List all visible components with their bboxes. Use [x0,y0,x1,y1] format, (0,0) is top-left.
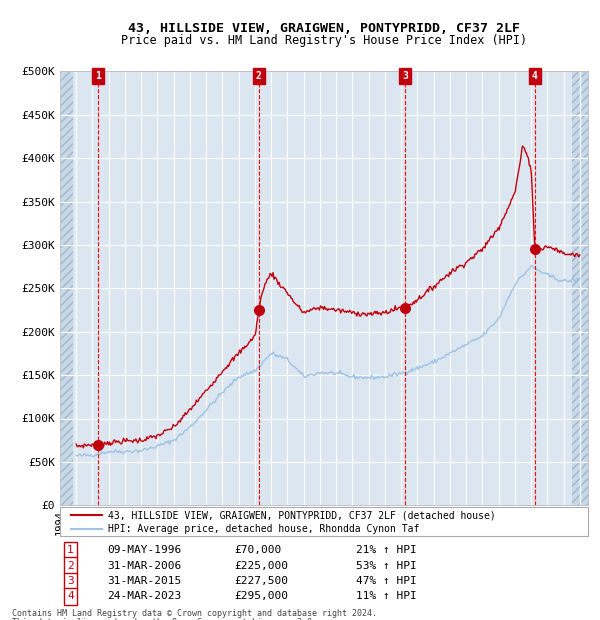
Text: 3: 3 [67,576,74,586]
Text: This data is licensed under the Open Government Licence v3.0.: This data is licensed under the Open Gov… [12,618,317,620]
FancyBboxPatch shape [60,507,588,536]
Bar [60,71,73,505]
Text: 47% ↑ HPI: 47% ↑ HPI [356,576,416,586]
Text: £70,000: £70,000 [234,545,281,555]
Text: 3: 3 [402,71,408,81]
Text: £295,000: £295,000 [234,591,288,601]
Text: 4: 4 [532,71,538,81]
Text: £225,000: £225,000 [234,560,288,570]
Text: 43, HILLSIDE VIEW, GRAIGWEN, PONTYPRIDD, CF37 2LF (detached house): 43, HILLSIDE VIEW, GRAIGWEN, PONTYPRIDD,… [107,510,495,520]
Text: 53% ↑ HPI: 53% ↑ HPI [356,560,416,570]
Text: 1: 1 [95,71,101,81]
Text: 4: 4 [67,591,74,601]
Text: Contains HM Land Registry data © Crown copyright and database right 2024.: Contains HM Land Registry data © Crown c… [12,609,377,619]
Text: 1: 1 [67,545,74,555]
Text: £227,500: £227,500 [234,576,288,586]
Text: 31-MAR-2006: 31-MAR-2006 [107,560,182,570]
Text: 31-MAR-2015: 31-MAR-2015 [107,576,182,586]
Text: 24-MAR-2023: 24-MAR-2023 [107,591,182,601]
Text: 2: 2 [256,71,262,81]
Text: 11% ↑ HPI: 11% ↑ HPI [356,591,416,601]
Text: Price paid vs. HM Land Registry's House Price Index (HPI): Price paid vs. HM Land Registry's House … [121,34,527,47]
Text: 43, HILLSIDE VIEW, GRAIGWEN, PONTYPRIDD, CF37 2LF: 43, HILLSIDE VIEW, GRAIGWEN, PONTYPRIDD,… [128,22,520,35]
Text: 2: 2 [67,560,74,570]
Text: HPI: Average price, detached house, Rhondda Cynon Taf: HPI: Average price, detached house, Rhon… [107,524,419,534]
Bar [572,71,588,505]
Text: 09-MAY-1996: 09-MAY-1996 [107,545,182,555]
Text: 21% ↑ HPI: 21% ↑ HPI [356,545,416,555]
